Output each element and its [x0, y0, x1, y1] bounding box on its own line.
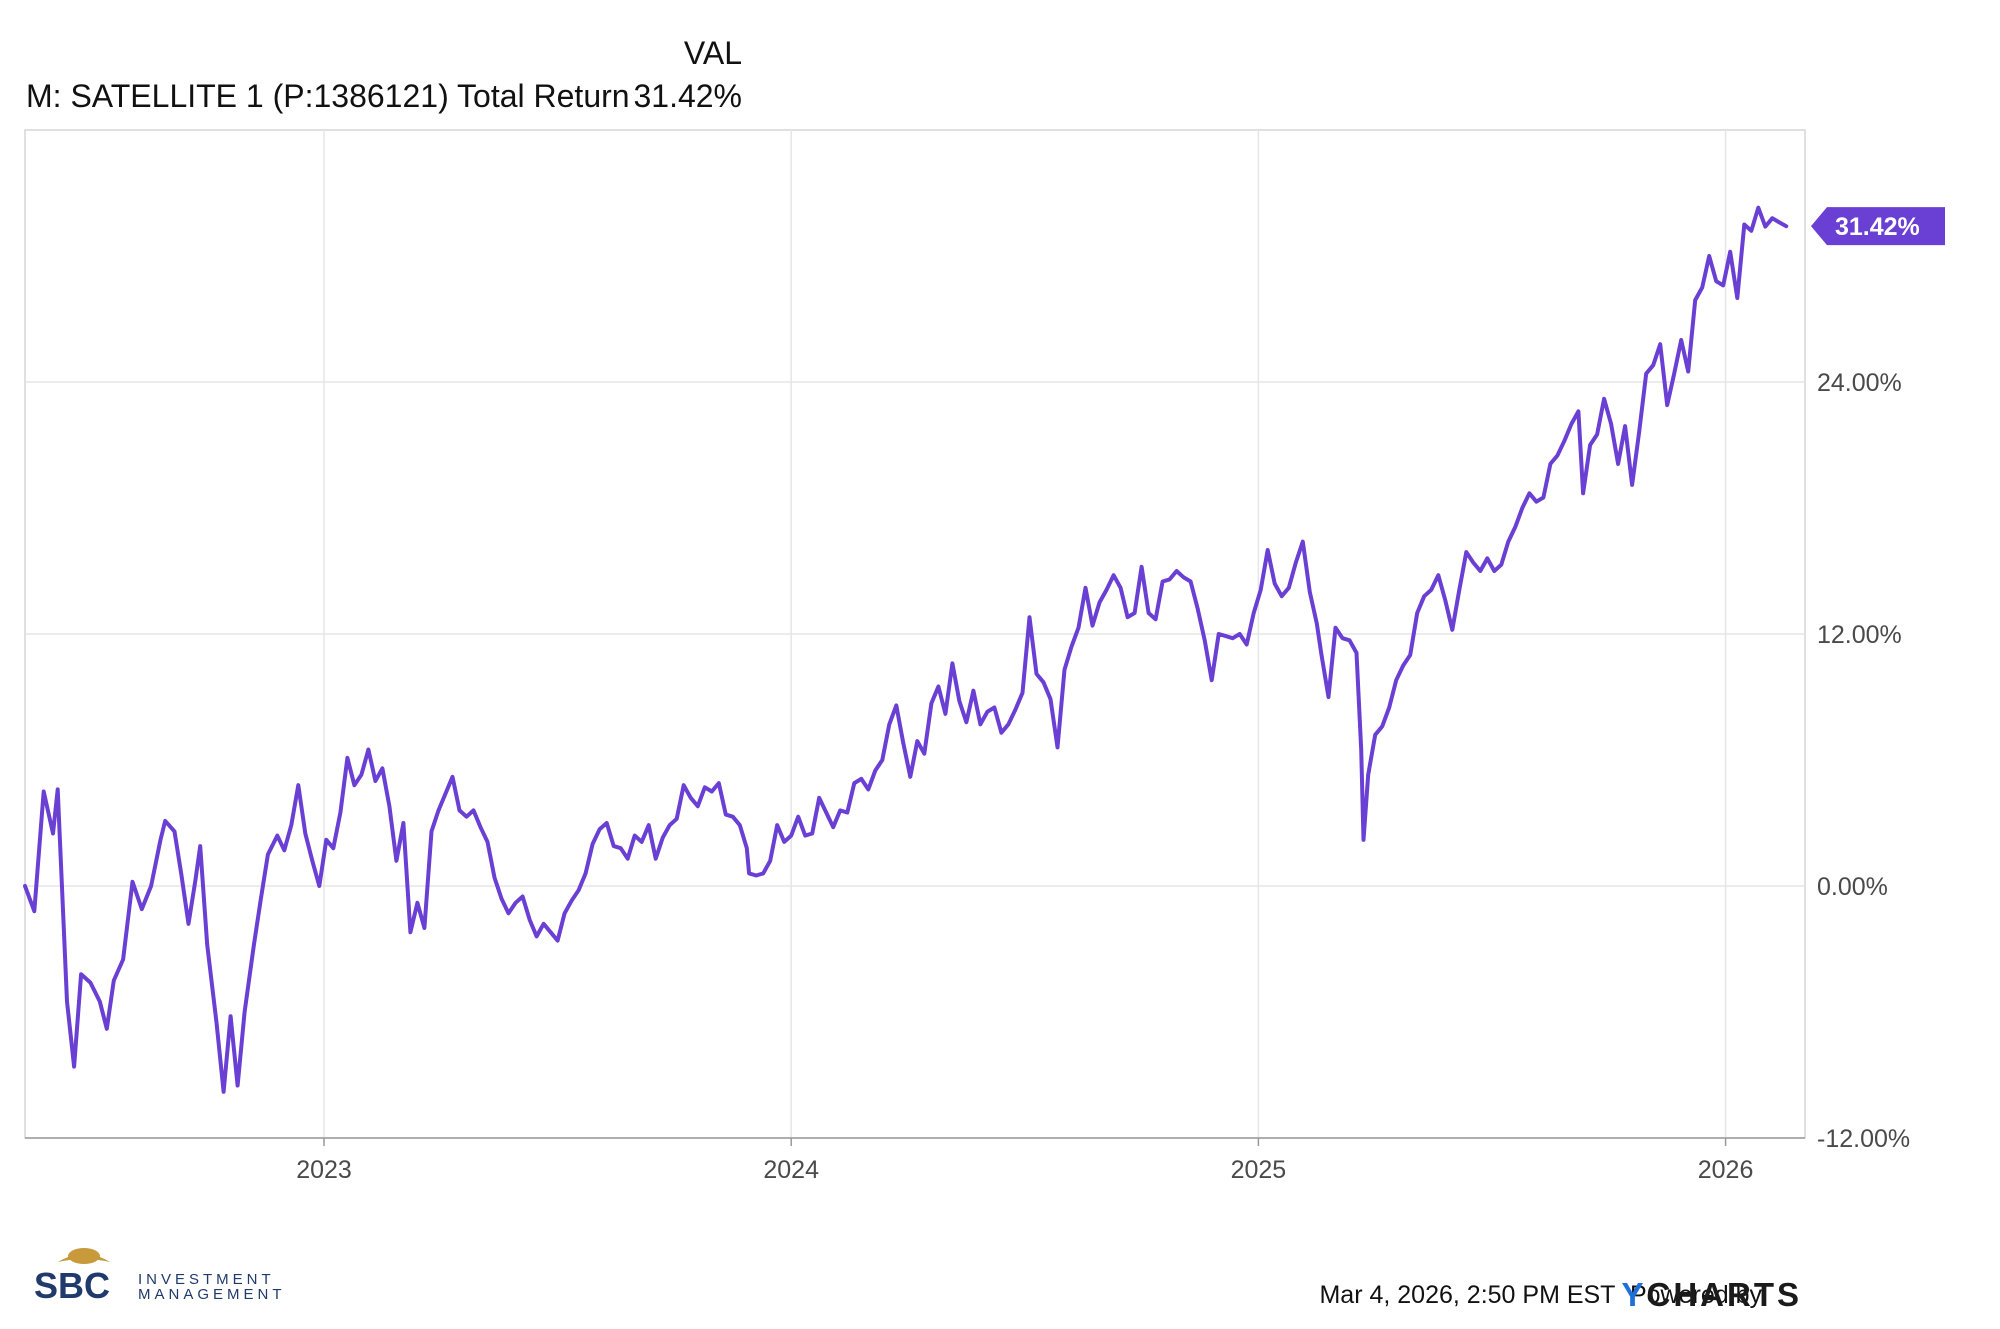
ycharts-brand[interactable]: YCHARTS [1621, 1276, 1802, 1313]
x-tick-label: 2025 [1231, 1156, 1287, 1184]
y-tick-labels: -12.00% 0.00% 12.00% 24.00% [1817, 369, 1910, 1153]
footer-timestamp: Mar 4, 2026, 2:50 PM EST Powered by [1319, 1281, 1762, 1309]
x-tick-labels: 2023 2024 2025 2026 [296, 1156, 1753, 1184]
vertical-grid [323, 130, 1727, 1146]
eagle-emblem-icon [58, 1248, 110, 1264]
legend-series-value: 31.42% [633, 78, 742, 114]
last-value-flag-shape [1811, 207, 1945, 246]
sbc-investment-management-logo: SBC INVESTMENT MANAGEMENT [34, 1248, 286, 1306]
logo-letters: SBC [34, 1265, 110, 1306]
x-tick-label: 2023 [296, 1156, 352, 1184]
series-line-satellite-1 [23, 205, 1789, 1094]
y-tick-label: 0.00% [1817, 873, 1888, 901]
ycharts-brand-rest: CHARTS [1647, 1276, 1803, 1313]
logo-line2: MANAGEMENT [138, 1286, 286, 1303]
horizontal-grid [25, 381, 1805, 887]
last-value-label: 31.42% [1835, 213, 1920, 241]
y-tick-label: -12.00% [1817, 1125, 1910, 1153]
y-tick-label: 12.00% [1817, 621, 1902, 649]
timestamp-text: Mar 4, 2026, 2:50 PM EST [1319, 1281, 1615, 1309]
last-value-flag: 31.42% [1811, 207, 1945, 246]
legend-column-header: VAL [684, 35, 742, 71]
logo-line1: INVESTMENT [138, 1271, 275, 1288]
legend-series-label: M: SATELLITE 1 (P:1386121) Total Return [26, 78, 630, 114]
x-tick-label: 2024 [763, 1156, 819, 1184]
ycharts-brand-y: Y [1621, 1276, 1646, 1313]
x-tick-label: 2026 [1698, 1156, 1754, 1184]
y-tick-label: 24.00% [1817, 369, 1902, 397]
powered-by-text: Powered by [1630, 1281, 1763, 1309]
